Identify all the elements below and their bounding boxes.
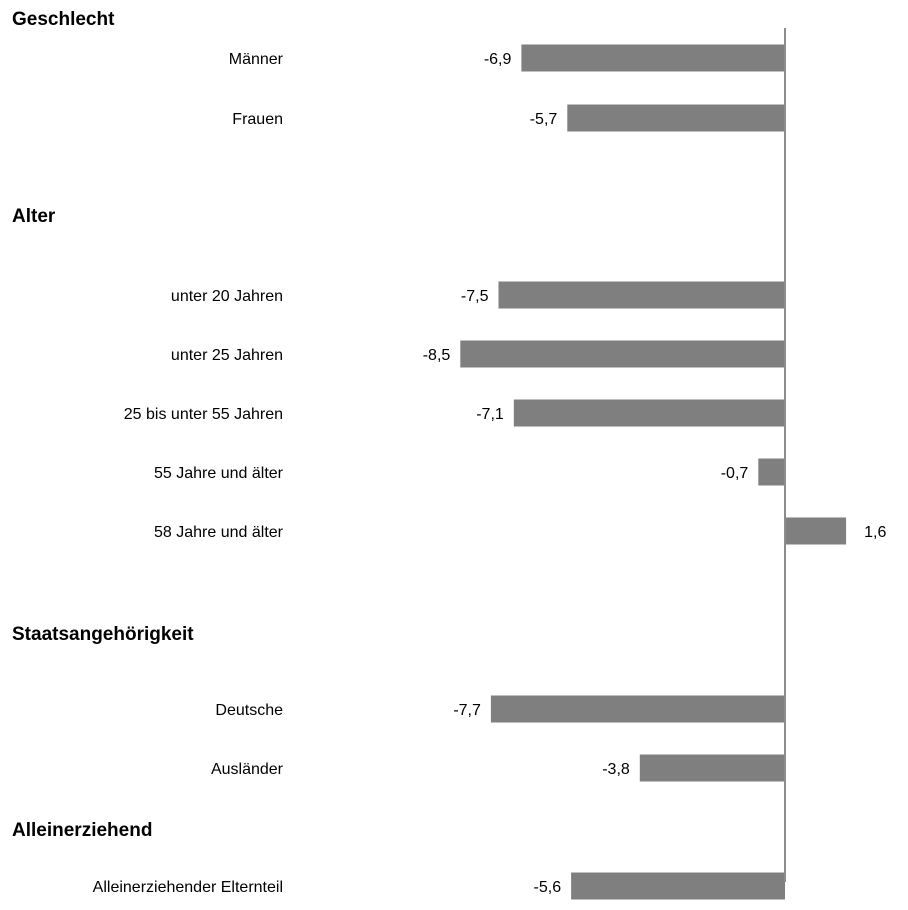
category-label: Ausländer bbox=[211, 761, 284, 778]
data-label: -0,7 bbox=[721, 465, 749, 482]
data-label: -7,7 bbox=[453, 702, 481, 719]
data-label: -3,8 bbox=[602, 761, 630, 778]
data-label: -7,1 bbox=[476, 406, 504, 423]
bars bbox=[460, 44, 847, 900]
bar bbox=[513, 399, 785, 427]
bar bbox=[490, 695, 785, 723]
bar bbox=[639, 754, 785, 782]
data-label: -7,5 bbox=[461, 288, 489, 305]
category-label: Alleinerziehender Elternteil bbox=[93, 879, 283, 896]
section-title: Alleinerziehend bbox=[12, 820, 152, 841]
category-label: Männer bbox=[229, 51, 284, 68]
value-labels: -6,9 -5,7 -7,5 -8,5 -7,1 -0,7 1,6 -7,7 -3,8 -5,6 bbox=[423, 51, 887, 896]
category-label: Frauen bbox=[232, 111, 283, 128]
category-label: unter 25 Jahren bbox=[171, 347, 283, 364]
bar bbox=[567, 104, 785, 132]
category-label: Deutsche bbox=[215, 702, 283, 719]
bar bbox=[758, 458, 785, 486]
data-label: 1,6 bbox=[864, 524, 886, 541]
category-label: 55 Jahre und älter bbox=[154, 465, 284, 482]
bar bbox=[571, 872, 785, 900]
bar bbox=[521, 44, 785, 72]
section-title: Alter bbox=[12, 206, 56, 227]
category-label: 25 bis unter 55 Jahren bbox=[124, 406, 283, 423]
bar bbox=[498, 281, 785, 309]
category-label: 58 Jahre und älter bbox=[154, 524, 284, 541]
category-labels: Männer Frauen unter 20 Jahren unter 25 Jahr… bbox=[93, 51, 284, 896]
category-label: unter 20 Jahren bbox=[171, 288, 283, 305]
section-title: Geschlecht bbox=[12, 9, 115, 30]
data-label: -5,7 bbox=[530, 111, 558, 128]
data-label: -5,6 bbox=[534, 879, 562, 896]
bar bbox=[785, 517, 847, 545]
section-titles: Geschlecht Alter Staatsangehörigkeit Allein… bbox=[12, 9, 194, 841]
data-label: -6,9 bbox=[484, 51, 512, 68]
bar bbox=[460, 340, 785, 368]
data-label: -8,5 bbox=[423, 347, 451, 364]
section-title: Staatsangehörigkeit bbox=[12, 624, 194, 645]
